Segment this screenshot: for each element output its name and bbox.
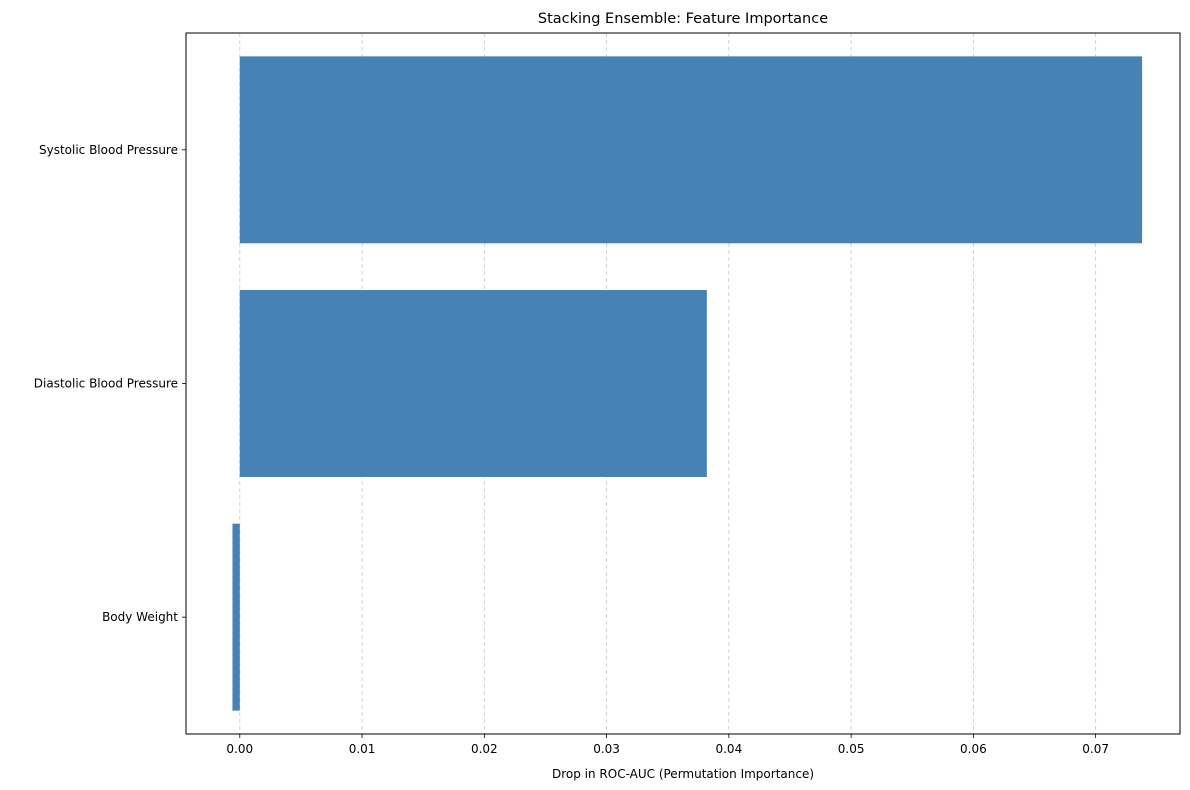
x-tick-label: 0.07 — [1082, 742, 1109, 756]
y-tick-label: Diastolic Blood Pressure — [34, 377, 178, 391]
bar-body-weight — [232, 523, 240, 711]
x-tick-label: 0.06 — [960, 742, 987, 756]
bar-systolic-blood-pressure — [239, 56, 1143, 244]
y-tick-label: Systolic Blood Pressure — [39, 143, 178, 157]
x-tick-label: 0.03 — [593, 742, 620, 756]
y-tick-label: Body Weight — [102, 610, 178, 624]
chart-title: Stacking Ensemble: Feature Importance — [538, 11, 828, 27]
x-tick-label: 0.00 — [226, 742, 253, 756]
x-tick-label: 0.01 — [349, 742, 376, 756]
x-tick-label: 0.04 — [715, 742, 742, 756]
bars — [232, 56, 1143, 711]
x-tick-label: 0.05 — [838, 742, 865, 756]
x-tick-label: 0.02 — [471, 742, 498, 756]
x-axis-label: Drop in ROC-AUC (Permutation Importance) — [552, 767, 814, 781]
bar-diastolic-blood-pressure — [239, 290, 707, 477]
y-ticks: Systolic Blood Pressure Diastolic Blood P… — [34, 143, 186, 624]
x-ticks: 0.00 0.01 0.02 0.03 0.04 0.05 0.06 0.07 — [226, 734, 1109, 756]
